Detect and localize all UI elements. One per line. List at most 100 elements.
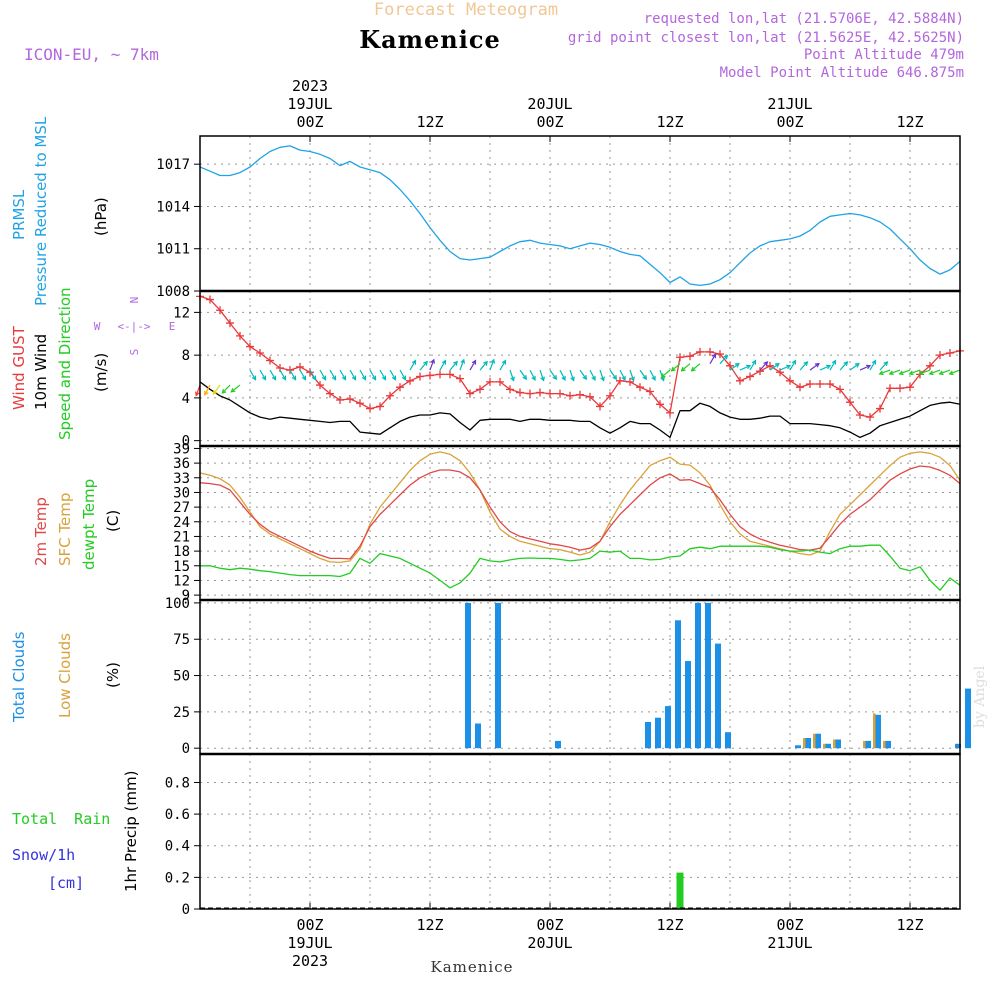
gust-marker	[596, 402, 604, 411]
wind-arrow	[419, 361, 428, 371]
gust-marker	[506, 385, 514, 394]
x-tick-label-top: 19JUL	[287, 95, 332, 113]
gust-marker	[866, 413, 874, 422]
gust-marker	[256, 349, 264, 357]
gust-marker	[526, 389, 534, 398]
wind-arrow-head	[600, 376, 605, 382]
data-layer	[196, 146, 971, 909]
wind-arrow-head	[888, 370, 894, 376]
low-cloud-bar	[863, 740, 866, 749]
compass-north: N	[128, 297, 141, 304]
gust-marker	[556, 389, 564, 398]
gust-marker	[746, 372, 754, 381]
wind-arrow	[681, 363, 691, 372]
y-tick-label: 0.8	[165, 775, 190, 791]
total-cloud-bar	[685, 661, 691, 749]
wind-arrow	[729, 363, 740, 371]
gust-marker	[236, 331, 244, 340]
gust-marker	[616, 376, 624, 385]
wind-arrow-head	[791, 359, 797, 365]
wind-arrow	[619, 369, 626, 381]
wind-arrow	[479, 361, 488, 371]
x-tick-label-bottom: 00Z	[536, 916, 563, 934]
wind-arrow-head	[734, 362, 740, 368]
wind-arrow-head	[843, 360, 849, 366]
wind-arrow-head	[522, 375, 528, 381]
wind-arrow-head	[212, 389, 218, 396]
wind-arrow-head	[311, 375, 317, 381]
wind-arrow-head	[460, 358, 465, 364]
y-tick-label: 39	[173, 441, 190, 457]
total-cloud-bar	[655, 717, 661, 749]
gust-marker	[876, 404, 884, 413]
wind-arrow-head	[423, 360, 428, 366]
wind-arrow	[709, 353, 717, 364]
gust-marker	[566, 391, 574, 400]
wind-arrow-head	[621, 375, 626, 382]
wind-arrow-head	[826, 364, 832, 370]
wind-arrow	[489, 359, 495, 371]
gust-marker	[656, 400, 664, 409]
gust-marker	[476, 385, 484, 394]
point-altitude: Point Altitude 479m	[804, 47, 964, 63]
y-tick-label: 1011	[156, 242, 190, 258]
panel-frame	[199, 290, 961, 447]
wind-arrow	[213, 384, 221, 395]
wind-arrow	[279, 369, 287, 380]
compass-icon: N S W E <-|->	[94, 297, 176, 356]
y-tick-label: 12	[173, 305, 190, 321]
x-tick-label-bottom: 12Z	[896, 916, 923, 934]
wind-arrow	[799, 361, 808, 371]
gust-marker	[806, 380, 814, 388]
wind-arrow	[269, 369, 277, 380]
wind-arrow-head	[878, 370, 884, 376]
x-tick-label-top: 12Z	[656, 113, 683, 131]
y-tick-label: 18	[173, 544, 190, 560]
total-cloud-bar	[665, 706, 671, 749]
wind-arrow-head	[751, 359, 757, 365]
gust-marker	[366, 404, 374, 413]
y-tick-label: 33	[173, 471, 190, 487]
compass-south: S	[128, 349, 141, 356]
wind-arrow	[869, 360, 877, 371]
y-tick-label: 21	[173, 529, 190, 545]
total-cloud-bar	[885, 740, 891, 749]
y-tick-label: 0	[182, 902, 190, 918]
wind-arrow-head	[490, 358, 495, 364]
sfc-temp-label: SFC Temp	[56, 493, 74, 566]
wind-arrow-head	[690, 366, 696, 372]
wind-arrow-head	[651, 375, 656, 382]
wind-arrow-head	[195, 391, 200, 397]
gust-marker	[296, 362, 304, 371]
wind-arrow	[889, 369, 901, 375]
model-altitude: Model Point Altitude 646.875m	[720, 65, 964, 81]
low-cloud-bar	[873, 713, 876, 749]
y-tick-label: 30	[173, 485, 190, 501]
total-cloud-bar	[465, 602, 471, 749]
y-tick-label: 9	[182, 588, 190, 604]
gust-marker	[456, 374, 464, 383]
gust-marker	[306, 368, 314, 377]
wind-arrow	[639, 369, 647, 380]
wind-arrow	[691, 363, 701, 372]
wind-arrow-head	[670, 366, 676, 372]
gust-marker	[846, 398, 854, 407]
wind-arrow-head	[948, 370, 954, 376]
gust-marker	[946, 349, 954, 357]
wind-arrow	[879, 361, 888, 371]
y-tick-label: 1017	[156, 157, 190, 173]
wind-arrow-head	[261, 375, 267, 381]
pressure-line	[199, 145, 961, 287]
wind-arrow	[809, 363, 820, 371]
wind-arrow-head	[341, 375, 347, 381]
low-clouds-label: Low Clouds	[56, 633, 74, 718]
pressure-unit: (hPa)	[92, 197, 110, 236]
wind-arrow-head	[928, 370, 934, 376]
wind-arrow	[759, 361, 768, 371]
wind-arrow	[859, 365, 871, 371]
gust-marker	[206, 295, 214, 304]
x-tick-label-bottom: 00Z	[776, 916, 803, 934]
gridpoint-coords: grid point closest lon,lat (21.5625E, 42…	[568, 30, 964, 46]
wind-arrow-head	[774, 362, 780, 368]
wind-arrow	[609, 369, 617, 380]
